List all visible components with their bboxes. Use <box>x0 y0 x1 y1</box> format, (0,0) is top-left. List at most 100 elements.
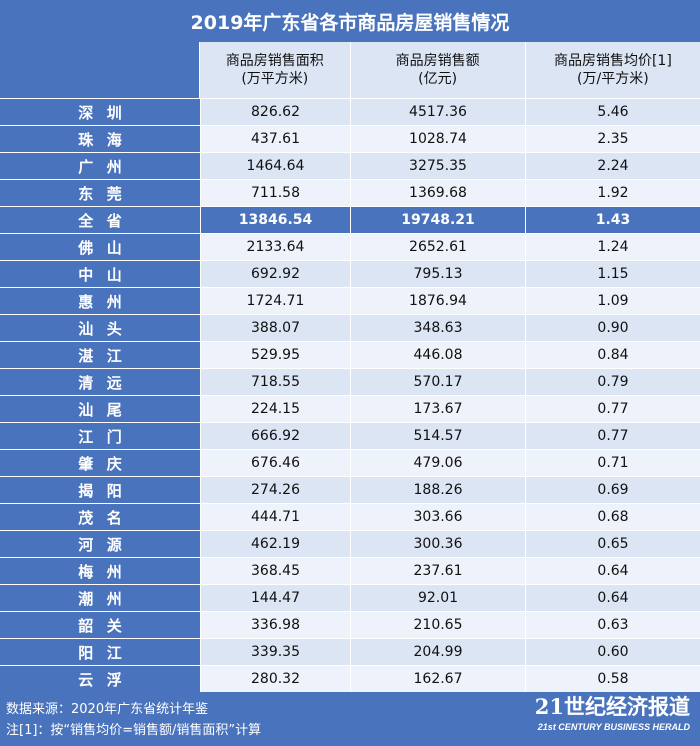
table-row: 汕尾 224.15 173.67 0.77 <box>0 395 700 422</box>
table-row: 湛江 529.95 446.08 0.84 <box>0 341 700 368</box>
amount-cell: 570.17 <box>350 369 525 395</box>
amount-cell: 92.01 <box>350 585 525 611</box>
area-cell: 718.55 <box>200 369 350 395</box>
area-cell: 144.47 <box>200 585 350 611</box>
city-cell: 佛山 <box>0 234 200 260</box>
table-row: 云浮 280.32 162.67 0.58 <box>0 665 700 692</box>
city-cell: 肇庆 <box>0 450 200 476</box>
header-price: 商品房销售均价[1] (万/平方米) <box>524 42 700 98</box>
city-cell: 深圳 <box>0 99 200 125</box>
city-cell: 阳江 <box>0 639 200 665</box>
amount-cell: 514.57 <box>350 423 525 449</box>
area-cell: 13846.54 <box>200 207 350 233</box>
price-cell: 0.65 <box>525 531 700 557</box>
price-cell: 0.68 <box>525 504 700 530</box>
footer: 数据来源：2020年广东省统计年鉴 注[1]：按“销售均价=销售额/销售面积”计… <box>0 692 700 746</box>
amount-cell: 4517.36 <box>350 99 525 125</box>
area-cell: 462.19 <box>200 531 350 557</box>
table-row: 肇庆 676.46 479.06 0.71 <box>0 449 700 476</box>
city-cell: 珠海 <box>0 126 200 152</box>
data-source: 数据来源：2020年广东省统计年鉴 <box>6 702 209 717</box>
area-cell: 388.07 <box>200 315 350 341</box>
city-cell: 惠州 <box>0 288 200 314</box>
area-cell: 280.32 <box>200 666 350 692</box>
area-cell: 1724.71 <box>200 288 350 314</box>
brand-name-cn: 21世纪经济报道 <box>534 694 690 719</box>
city-cell: 韶关 <box>0 612 200 638</box>
amount-cell: 303.66 <box>350 504 525 530</box>
table-row: 江门 666.92 514.57 0.77 <box>0 422 700 449</box>
area-cell: 224.15 <box>200 396 350 422</box>
area-cell: 339.35 <box>200 639 350 665</box>
area-cell: 437.61 <box>200 126 350 152</box>
area-cell: 274.26 <box>200 477 350 503</box>
city-cell: 清远 <box>0 369 200 395</box>
table-row: 东莞 711.58 1369.68 1.92 <box>0 179 700 206</box>
amount-cell: 795.13 <box>350 261 525 287</box>
price-cell: 1.15 <box>525 261 700 287</box>
table-row: 深圳 826.62 4517.36 5.46 <box>0 98 700 125</box>
footnote: 注[1]：按“销售均价=销售额/销售面积”计算 <box>6 723 262 738</box>
city-cell: 潮州 <box>0 585 200 611</box>
header-price-label: 商品房销售均价[1] <box>553 53 672 69</box>
city-cell: 汕头 <box>0 315 200 341</box>
amount-cell: 19748.21 <box>350 207 525 233</box>
amount-cell: 204.99 <box>350 639 525 665</box>
city-cell: 全省 <box>0 207 200 233</box>
city-cell: 河源 <box>0 531 200 557</box>
amount-cell: 173.67 <box>350 396 525 422</box>
price-cell: 0.64 <box>525 558 700 584</box>
header-city-cell <box>0 42 200 98</box>
amount-cell: 162.67 <box>350 666 525 692</box>
city-cell: 茂名 <box>0 504 200 530</box>
amount-cell: 348.63 <box>350 315 525 341</box>
area-cell: 368.45 <box>200 558 350 584</box>
header-amount-label: 商品房销售额 <box>395 53 480 69</box>
header-area: 商品房销售面积 (万平方米) <box>199 42 350 98</box>
price-cell: 1.43 <box>525 207 700 233</box>
header-area-unit: (万平方米) <box>241 71 309 87</box>
price-cell: 0.58 <box>525 666 700 692</box>
amount-cell: 210.65 <box>350 612 525 638</box>
city-cell: 揭阳 <box>0 477 200 503</box>
price-cell: 1.24 <box>525 234 700 260</box>
price-cell: 0.69 <box>525 477 700 503</box>
price-cell: 2.24 <box>525 153 700 179</box>
amount-cell: 2652.61 <box>350 234 525 260</box>
amount-cell: 1369.68 <box>350 180 525 206</box>
city-cell: 广州 <box>0 153 200 179</box>
table-row: 中山 692.92 795.13 1.15 <box>0 260 700 287</box>
price-cell: 0.63 <box>525 612 700 638</box>
area-cell: 336.98 <box>200 612 350 638</box>
price-cell: 0.64 <box>525 585 700 611</box>
table-row: 佛山 2133.64 2652.61 1.24 <box>0 233 700 260</box>
area-cell: 711.58 <box>200 180 350 206</box>
table-row: 汕头 388.07 348.63 0.90 <box>0 314 700 341</box>
area-cell: 676.46 <box>200 450 350 476</box>
header-area-label: 商品房销售面积 <box>225 53 324 69</box>
table-row: 清远 718.55 570.17 0.79 <box>0 368 700 395</box>
area-cell: 692.92 <box>200 261 350 287</box>
table-row: 广州 1464.64 3275.35 2.24 <box>0 152 700 179</box>
brand-name-en: 21st CENTURY BUSINESS HERALD <box>537 722 690 732</box>
amount-cell: 1876.94 <box>350 288 525 314</box>
price-cell: 0.71 <box>525 450 700 476</box>
city-cell: 汕尾 <box>0 396 200 422</box>
table-row: 潮州 144.47 92.01 0.64 <box>0 584 700 611</box>
price-cell: 1.92 <box>525 180 700 206</box>
area-cell: 2133.64 <box>200 234 350 260</box>
amount-cell: 300.36 <box>350 531 525 557</box>
table-body: 深圳 826.62 4517.36 5.46 珠海 437.61 1028.74 2.35 广州… <box>0 98 700 692</box>
amount-cell: 446.08 <box>350 342 525 368</box>
city-cell: 中山 <box>0 261 200 287</box>
table-row: 茂名 444.71 303.66 0.68 <box>0 503 700 530</box>
amount-cell: 479.06 <box>350 450 525 476</box>
city-cell: 云浮 <box>0 666 200 692</box>
price-cell: 0.84 <box>525 342 700 368</box>
amount-cell: 237.61 <box>350 558 525 584</box>
page-title: 2019年广东省各市商品房屋销售情况 <box>0 0 700 42</box>
price-cell: 0.90 <box>525 315 700 341</box>
price-cell: 0.77 <box>525 396 700 422</box>
header-amount: 商品房销售额 (亿元) <box>349 42 525 98</box>
area-cell: 529.95 <box>200 342 350 368</box>
